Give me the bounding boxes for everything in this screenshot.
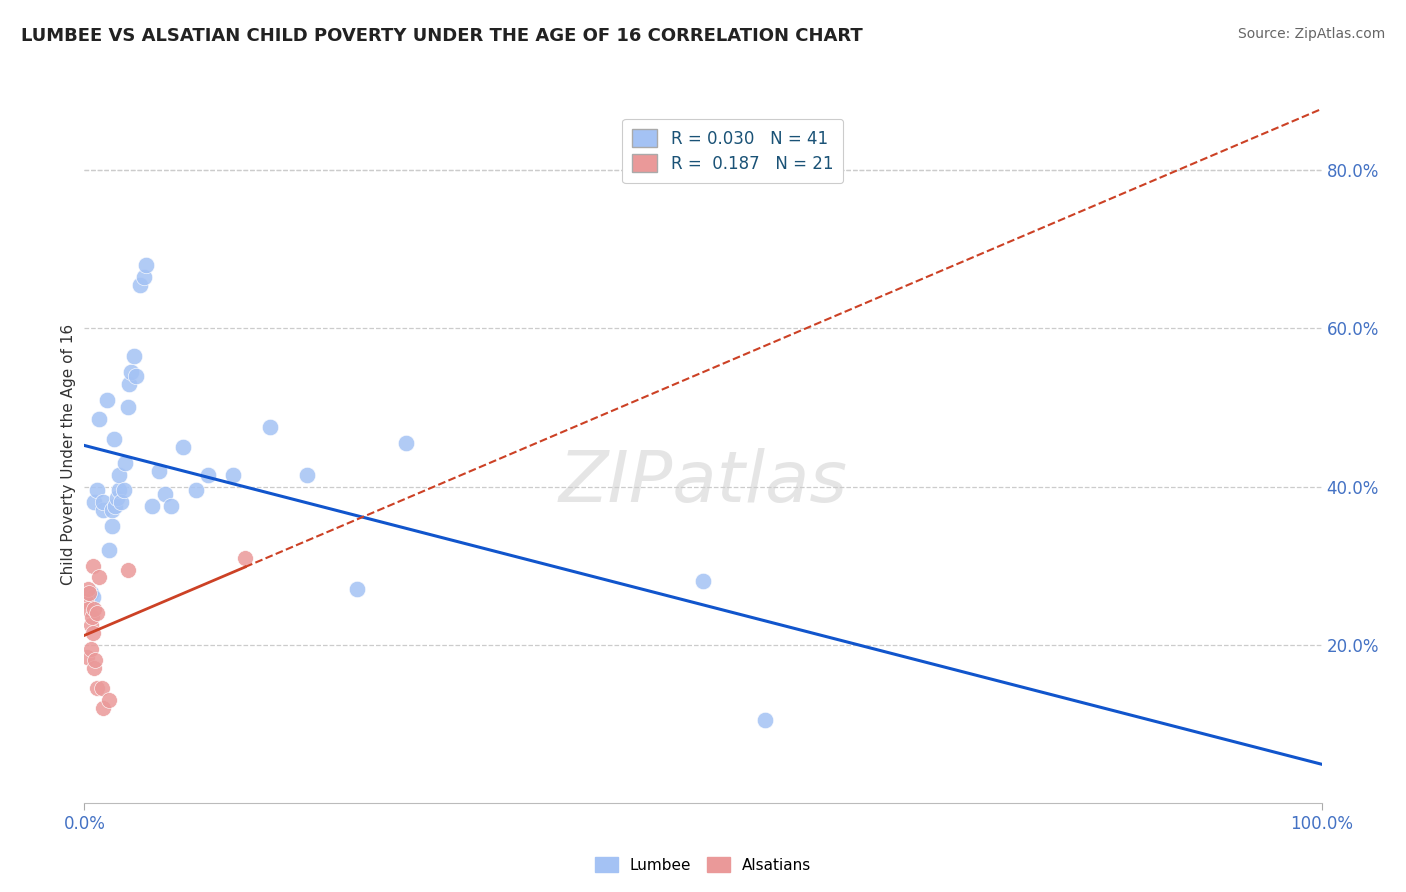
Point [108, 467, 131, 482]
Point [125, 368, 148, 383]
Text: LUMBEE VS ALSATIAN CHILD POVERTY UNDER THE AGE OF 16 CORRELATION CHART: LUMBEE VS ALSATIAN CHILD POVERTY UNDER T… [21, 27, 863, 45]
Point [79, 586, 101, 600]
Point [233, 550, 256, 565]
Point [77, 582, 100, 597]
Point [79, 586, 101, 600]
Point [98, 542, 121, 557]
Point [112, 483, 135, 498]
Point [197, 467, 219, 482]
Point [79, 641, 101, 656]
Point [86, 606, 108, 620]
Point [91, 701, 114, 715]
Point [79, 618, 101, 632]
Point [82, 625, 104, 640]
Point [153, 487, 176, 501]
Point [135, 258, 157, 272]
Text: Source: ZipAtlas.com: Source: ZipAtlas.com [1237, 27, 1385, 41]
Point [692, 574, 714, 589]
Point [103, 432, 125, 446]
Point [259, 420, 281, 434]
Point [754, 713, 776, 727]
Point [89, 412, 111, 426]
Point [110, 495, 132, 509]
Point [105, 491, 128, 506]
Point [120, 365, 142, 379]
Point [86, 483, 108, 498]
Point [184, 483, 207, 498]
Point [295, 467, 318, 482]
Point [172, 440, 194, 454]
Point [76, 649, 98, 664]
Point [346, 582, 368, 597]
Point [75, 594, 97, 608]
Point [117, 563, 139, 577]
Point [108, 483, 131, 498]
Point [98, 693, 121, 707]
Point [141, 500, 163, 514]
Point [83, 602, 105, 616]
Point [82, 591, 104, 605]
Point [100, 503, 122, 517]
Point [86, 681, 108, 695]
Point [84, 653, 107, 667]
Point [82, 558, 104, 573]
Point [90, 681, 112, 695]
Point [91, 503, 114, 517]
Point [117, 401, 139, 415]
Point [160, 500, 183, 514]
Point [122, 349, 145, 363]
Point [77, 602, 100, 616]
Point [118, 376, 141, 391]
Point [91, 495, 114, 509]
Point [222, 467, 245, 482]
Legend: Lumbee, Alsatians: Lumbee, Alsatians [589, 850, 817, 879]
Point [104, 500, 127, 514]
Point [114, 456, 136, 470]
Point [96, 392, 118, 407]
Point [395, 436, 418, 450]
Point [83, 495, 105, 509]
Point [132, 270, 155, 285]
Point [80, 610, 103, 624]
Text: ZIPatlas: ZIPatlas [558, 449, 848, 517]
Point [89, 570, 111, 584]
Point [100, 519, 122, 533]
Point [129, 277, 152, 292]
Point [148, 464, 170, 478]
Point [83, 661, 105, 675]
Y-axis label: Child Poverty Under the Age of 16: Child Poverty Under the Age of 16 [60, 325, 76, 585]
